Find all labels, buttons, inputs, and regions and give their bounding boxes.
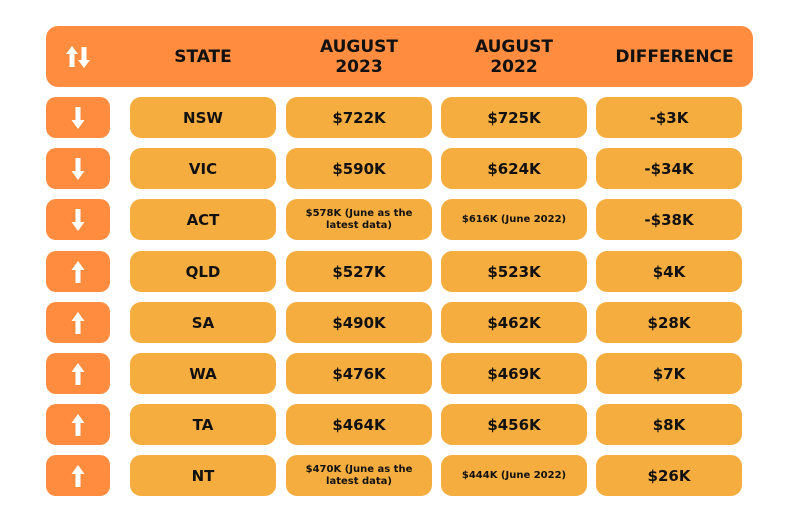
difference-cell-text: $4K [652, 262, 686, 281]
column-header-august-2023: AUGUST 2023 [286, 26, 432, 87]
aug2022-header-line1: AUGUST [474, 36, 554, 57]
state-cell: NT [130, 455, 276, 496]
difference-cell-text: -$34K [644, 159, 694, 178]
state-cell: ACT [130, 199, 276, 240]
august-2023-cell: $578K (June as the latest data) [286, 199, 432, 240]
arrow-down-icon [46, 199, 110, 240]
aug2023-header-line1: AUGUST [319, 36, 399, 57]
august-2023-cell: $527K [286, 251, 432, 292]
aug2022-header-line2: 2022 [490, 56, 538, 77]
august-2022-cell: $462K [441, 302, 587, 343]
state-cell: TA [130, 404, 276, 445]
difference-cell: $4K [596, 251, 742, 292]
arrow-up-icon [46, 251, 110, 292]
state-cell-text: NSW [183, 108, 223, 127]
difference-cell: -$34K [596, 148, 742, 189]
august-2023-cell-text: $470K (June as the latest data) [305, 463, 413, 487]
difference-cell: -$3K [596, 97, 742, 138]
august-2023-cell: $464K [286, 404, 432, 445]
table-header: STATE AUGUST 2023 AUGUST 2022 DIFFERENCE [46, 26, 753, 87]
column-header-august-2022: AUGUST 2022 [441, 26, 587, 87]
up-down-arrows-icon [46, 26, 110, 87]
arrow-up-icon [46, 353, 110, 394]
august-2023-cell: $476K [286, 353, 432, 394]
difference-cell-text: $28K [647, 313, 691, 332]
difference-cell: $7K [596, 353, 742, 394]
august-2022-cell: $725K [441, 97, 587, 138]
august-2023-cell-text: $476K [332, 364, 386, 383]
august-2023-cell-text: $722K [332, 108, 386, 127]
difference-cell-text: $7K [652, 364, 686, 383]
difference-cell-text: $8K [652, 415, 686, 434]
state-cell-text: WA [189, 364, 217, 383]
august-2022-cell: $616K (June 2022) [441, 199, 587, 240]
august-2023-cell-text: $590K [332, 159, 386, 178]
august-2023-cell: $470K (June as the latest data) [286, 455, 432, 496]
august-2022-cell-text: $469K [487, 364, 541, 383]
august-2022-cell: $523K [441, 251, 587, 292]
state-cell: QLD [130, 251, 276, 292]
august-2022-cell: $469K [441, 353, 587, 394]
state-cell-text: VIC [188, 159, 218, 178]
august-2023-cell-text: $464K [332, 415, 386, 434]
state-cell-text: SA [191, 313, 215, 332]
august-2022-cell-text: $725K [487, 108, 541, 127]
august-2022-cell-text: $616K (June 2022) [461, 213, 567, 225]
arrow-down-icon [46, 148, 110, 189]
arrow-up-icon [46, 404, 110, 445]
difference-cell-text: $26K [647, 466, 691, 485]
difference-cell: $28K [596, 302, 742, 343]
august-2022-cell-text: $456K [487, 415, 541, 434]
difference-cell: $26K [596, 455, 742, 496]
august-2023-cell-text: $578K (June as the latest data) [305, 207, 413, 231]
august-2022-cell: $444K (June 2022) [441, 455, 587, 496]
difference-cell: $8K [596, 404, 742, 445]
august-2022-cell: $456K [441, 404, 587, 445]
arrow-up-icon [46, 302, 110, 343]
august-2022-cell: $624K [441, 148, 587, 189]
difference-cell-text: -$38K [644, 210, 694, 229]
state-cell: WA [130, 353, 276, 394]
august-2023-cell: $490K [286, 302, 432, 343]
state-cell-text: ACT [186, 210, 220, 229]
state-cell-text: NT [191, 466, 215, 485]
august-2022-cell-text: $523K [487, 262, 541, 281]
august-2023-cell: $590K [286, 148, 432, 189]
state-cell: SA [130, 302, 276, 343]
column-header-state: STATE [130, 26, 276, 87]
state-header-label: STATE [174, 46, 232, 67]
state-cell-text: QLD [185, 262, 221, 281]
august-2023-cell-text: $490K [332, 313, 386, 332]
august-2023-cell: $722K [286, 97, 432, 138]
difference-cell-text: -$3K [649, 108, 689, 127]
aug2023-header-line2: 2023 [335, 56, 383, 77]
arrow-up-icon [46, 455, 110, 496]
august-2022-cell-text: $624K [487, 159, 541, 178]
august-2022-cell-text: $462K [487, 313, 541, 332]
difference-cell: -$38K [596, 199, 742, 240]
difference-header-label: DIFFERENCE [615, 46, 734, 67]
august-2022-cell-text: $444K (June 2022) [461, 469, 567, 481]
column-header-difference: DIFFERENCE [596, 26, 753, 87]
state-cell: VIC [130, 148, 276, 189]
arrow-down-icon [46, 97, 110, 138]
state-cell-text: TA [192, 415, 214, 434]
august-2023-cell-text: $527K [332, 262, 386, 281]
state-cell: NSW [130, 97, 276, 138]
